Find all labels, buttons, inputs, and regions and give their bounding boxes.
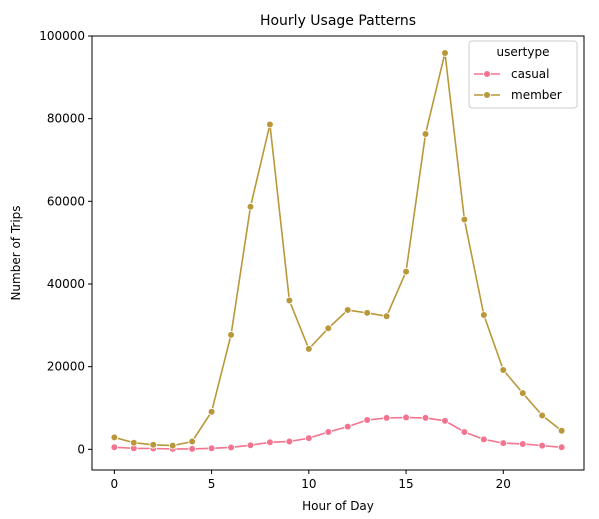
data-point-member	[557, 426, 566, 435]
plot-frame	[91, 35, 585, 471]
data-point-casual	[246, 441, 255, 450]
legend-entry-casual: casual	[474, 67, 550, 81]
data-point-member	[149, 440, 158, 449]
data-point-member	[402, 267, 410, 276]
data-point-casual	[188, 445, 196, 453]
data-point-casual	[324, 428, 333, 436]
data-point-member	[324, 324, 333, 333]
data-point-casual	[363, 416, 371, 424]
y-axis-ticks: 0 20000 40000 60000 80000 100000	[39, 29, 92, 456]
series-layer	[110, 49, 566, 453]
data-point-member	[188, 437, 196, 446]
data-point-member	[285, 296, 294, 305]
y-tick-label: 60000	[47, 194, 85, 208]
data-point-casual	[285, 437, 294, 446]
data-point-member	[305, 345, 313, 353]
data-point-casual	[207, 444, 216, 453]
legend-label: casual	[511, 67, 550, 81]
data-point-casual	[305, 434, 313, 442]
y-tick-label: 40000	[47, 277, 85, 291]
series-casual	[110, 413, 566, 453]
data-point-casual	[266, 438, 274, 447]
data-point-member	[363, 309, 371, 317]
data-point-casual	[518, 440, 527, 448]
data-point-member	[266, 120, 274, 129]
legend-label: member	[511, 88, 562, 102]
data-point-casual	[110, 443, 119, 452]
data-point-member	[246, 202, 255, 211]
data-point-member	[168, 441, 177, 450]
data-point-member	[207, 407, 216, 416]
data-point-member	[441, 49, 449, 57]
axes: 0 5 10 15 20 0 20000 40000 60000 80000 100000	[39, 29, 585, 491]
legend-box	[468, 40, 578, 109]
data-point-casual	[480, 435, 488, 444]
data-point-member	[343, 306, 352, 314]
data-point-casual	[499, 439, 508, 447]
y-tick-label: 100000	[39, 29, 85, 43]
legend-entries: casual member	[474, 67, 562, 102]
x-tick-label: 10	[301, 477, 316, 491]
data-point-casual	[421, 414, 430, 422]
data-point-member	[460, 215, 469, 224]
data-point-member	[110, 433, 119, 442]
data-point-casual	[402, 413, 410, 422]
data-point-casual	[557, 443, 566, 452]
data-point-casual	[460, 428, 469, 436]
data-point-member	[538, 411, 546, 420]
x-tick-label: 20	[496, 477, 511, 491]
series-member	[110, 49, 566, 450]
x-tick-label: 0	[111, 477, 119, 491]
legend: usertype casual member	[468, 40, 578, 109]
x-axis-ticks: 0 5 10 15 20	[111, 470, 511, 491]
legend-entry-member: member	[474, 88, 562, 102]
x-tick-label: 5	[208, 477, 216, 491]
data-point-member	[499, 366, 508, 374]
y-axis-label: Number of Trips	[9, 205, 23, 300]
y-tick-label: 80000	[47, 112, 85, 126]
data-point-member	[227, 331, 235, 339]
data-point-member	[518, 389, 527, 397]
data-point-casual	[343, 422, 352, 431]
data-point-member	[480, 311, 488, 319]
chart-title: Hourly Usage Patterns	[260, 13, 416, 29]
x-tick-label: 15	[398, 477, 413, 491]
y-tick-label: 0	[77, 442, 85, 456]
y-tick-label: 20000	[47, 360, 85, 374]
data-point-member	[130, 438, 138, 447]
data-point-member	[421, 130, 430, 138]
data-point-casual	[227, 443, 235, 452]
series-line-member	[114, 52, 563, 447]
x-axis-label: Hour of Day	[302, 499, 374, 513]
legend-swatch-marker	[483, 70, 491, 78]
data-point-member	[382, 312, 391, 321]
data-point-casual	[538, 441, 546, 450]
legend-title: usertype	[497, 45, 550, 59]
data-point-casual	[441, 417, 449, 425]
legend-swatch-marker	[483, 91, 491, 99]
data-point-casual	[382, 414, 391, 422]
